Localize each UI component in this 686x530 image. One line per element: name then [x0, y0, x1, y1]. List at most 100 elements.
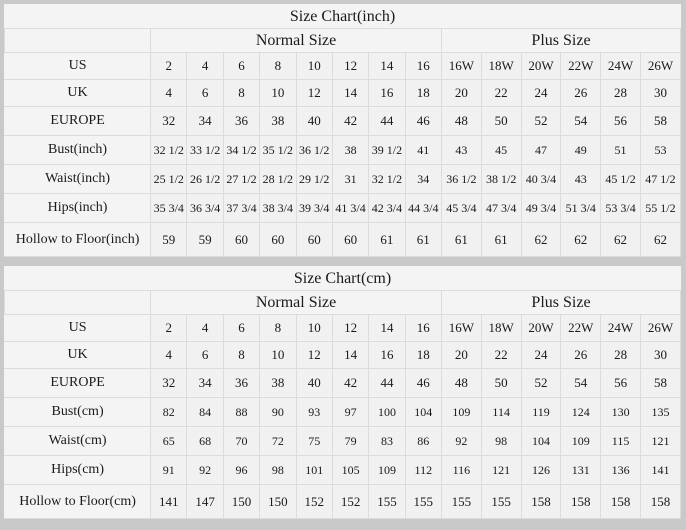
- cell-europe-1: 34: [186, 368, 224, 398]
- row-label-us: US: [3, 52, 152, 80]
- cell-hips-3: 98: [259, 455, 297, 485]
- row-label-europe: EUROPE: [3, 368, 152, 398]
- cell-bust-0: 32 1/2: [150, 135, 188, 165]
- cell-hollow-to-floor-6: 61: [368, 222, 406, 257]
- cell-bust-10: 119: [520, 397, 562, 427]
- cell-europe-3: 38: [259, 106, 297, 136]
- cell-us-8: 16W: [440, 52, 482, 80]
- cell-us-9: 18W: [480, 52, 522, 80]
- cell-hips-4: 101: [295, 455, 333, 485]
- cell-hollow-to-floor-12: 62: [600, 222, 641, 257]
- cell-bust-6: 100: [368, 397, 406, 427]
- cell-us-0: 2: [150, 314, 188, 342]
- cell-waist-11: 43: [560, 164, 602, 194]
- cell-europe-13: 58: [639, 368, 682, 398]
- cell-uk-11: 26: [560, 79, 602, 107]
- group-header-normal-size: Normal Size: [150, 28, 442, 53]
- cell-bust-4: 93: [295, 397, 333, 427]
- cell-us-5: 12: [331, 52, 370, 80]
- cell-hollow-to-floor-5: 152: [331, 484, 370, 519]
- cell-uk-3: 10: [259, 341, 297, 369]
- row-label-hips: Hips(cm): [3, 455, 152, 485]
- cell-europe-6: 44: [368, 106, 406, 136]
- cell-europe-7: 46: [404, 106, 442, 136]
- cell-hips-11: 131: [560, 455, 602, 485]
- table-row: Waist(cm) 65 68 70 72 75 79 83 86 92 98 104 109 115 12…: [3, 426, 682, 456]
- cell-waist-7: 34: [404, 164, 442, 194]
- table-row: UK 4 6 8 10 12 14 16 18 20 22 24 26 28 30: [3, 341, 682, 369]
- cell-hollow-to-floor-5: 60: [331, 222, 370, 257]
- cell-hips-10: 126: [520, 455, 562, 485]
- row-label-uk: UK: [3, 79, 152, 107]
- cell-bust-13: 135: [639, 397, 682, 427]
- table-row: Hollow to Floor(cm) 141 147 150 150 152 152 155…: [3, 484, 682, 519]
- cell-us-10: 20W: [520, 52, 562, 80]
- cell-hollow-to-floor-4: 152: [295, 484, 333, 519]
- cell-europe-12: 56: [600, 106, 641, 136]
- cell-waist-4: 75: [295, 426, 333, 456]
- cell-bust-2: 34 1/2: [222, 135, 261, 165]
- cell-hips-6: 42 3/4: [368, 193, 406, 223]
- cell-waist-10: 104: [520, 426, 562, 456]
- cell-bust-7: 41: [404, 135, 442, 165]
- cell-hips-8: 116: [440, 455, 482, 485]
- cell-europe-4: 40: [295, 106, 333, 136]
- cell-waist-13: 47 1/2: [639, 164, 682, 194]
- cell-hollow-to-floor-1: 59: [186, 222, 224, 257]
- table-row: Hollow to Floor(inch) 59 59 60 60 60 60 61 61 61 6…: [3, 222, 682, 257]
- cell-hollow-to-floor-13: 158: [639, 484, 682, 519]
- cell-waist-0: 65: [150, 426, 188, 456]
- cell-bust-3: 35 1/2: [259, 135, 297, 165]
- cell-europe-7: 46: [404, 368, 442, 398]
- cell-waist-12: 115: [600, 426, 641, 456]
- cell-europe-12: 56: [600, 368, 641, 398]
- cell-us-12: 24W: [600, 52, 641, 80]
- cell-hollow-to-floor-10: 62: [520, 222, 562, 257]
- cell-hips-0: 35 3/4: [150, 193, 188, 223]
- cell-hollow-to-floor-7: 155: [404, 484, 442, 519]
- cell-waist-12: 45 1/2: [600, 164, 641, 194]
- cell-uk-10: 24: [520, 79, 562, 107]
- cell-hollow-to-floor-11: 158: [560, 484, 602, 519]
- cell-us-7: 16: [404, 52, 442, 80]
- cell-hollow-to-floor-8: 155: [440, 484, 482, 519]
- cell-waist-2: 27 1/2: [222, 164, 261, 194]
- row-label-waist: Waist(cm): [3, 426, 152, 456]
- cell-waist-5: 79: [331, 426, 370, 456]
- cell-us-2: 6: [222, 314, 261, 342]
- cell-waist-5: 31: [331, 164, 370, 194]
- cell-waist-6: 83: [368, 426, 406, 456]
- cell-hips-0: 91: [150, 455, 188, 485]
- cell-us-12: 24W: [600, 314, 641, 342]
- cell-hollow-to-floor-11: 62: [560, 222, 602, 257]
- cell-europe-1: 34: [186, 106, 224, 136]
- cell-europe-0: 32: [150, 106, 188, 136]
- chart-title: Size Chart(inch): [4, 4, 681, 29]
- table-row: Waist(inch) 25 1/2 26 1/2 27 1/2 28 1/2 29 1/…: [3, 164, 682, 194]
- cell-bust-12: 51: [600, 135, 641, 165]
- chart-title: Size Chart(cm): [4, 266, 681, 291]
- cell-hips-9: 47 3/4: [480, 193, 522, 223]
- cell-hips-9: 121: [480, 455, 522, 485]
- cell-us-6: 14: [368, 314, 406, 342]
- cell-bust-4: 36 1/2: [295, 135, 333, 165]
- cell-waist-3: 72: [259, 426, 297, 456]
- table-row: Hips(inch) 35 3/4 36 3/4 37 3/4 38 3/4 39 3/4…: [3, 193, 682, 223]
- cell-hollow-to-floor-2: 60: [222, 222, 261, 257]
- cell-bust-3: 90: [259, 397, 297, 427]
- table-row: US 2 4 6 8 10 12 14 16 16W 18W 20W 22W 24W 26W: [3, 52, 682, 80]
- table-row: Bust(cm) 82 84 88 90 93 97 100 104 109 114 119 124 13…: [3, 397, 682, 427]
- cell-bust-9: 45: [480, 135, 522, 165]
- cell-europe-9: 50: [480, 368, 522, 398]
- cell-us-1: 4: [186, 52, 224, 80]
- cell-us-3: 8: [259, 314, 297, 342]
- cell-waist-0: 25 1/2: [150, 164, 188, 194]
- cell-uk-3: 10: [259, 79, 297, 107]
- cell-waist-1: 26 1/2: [186, 164, 224, 194]
- size-table: Size Chart(cm) Normal Size Plus Size US 2 4 6 8…: [3, 266, 682, 519]
- cell-us-11: 22W: [560, 52, 602, 80]
- cell-us-3: 8: [259, 52, 297, 80]
- cell-hips-7: 112: [404, 455, 442, 485]
- cell-hips-2: 37 3/4: [222, 193, 261, 223]
- cell-uk-7: 18: [404, 341, 442, 369]
